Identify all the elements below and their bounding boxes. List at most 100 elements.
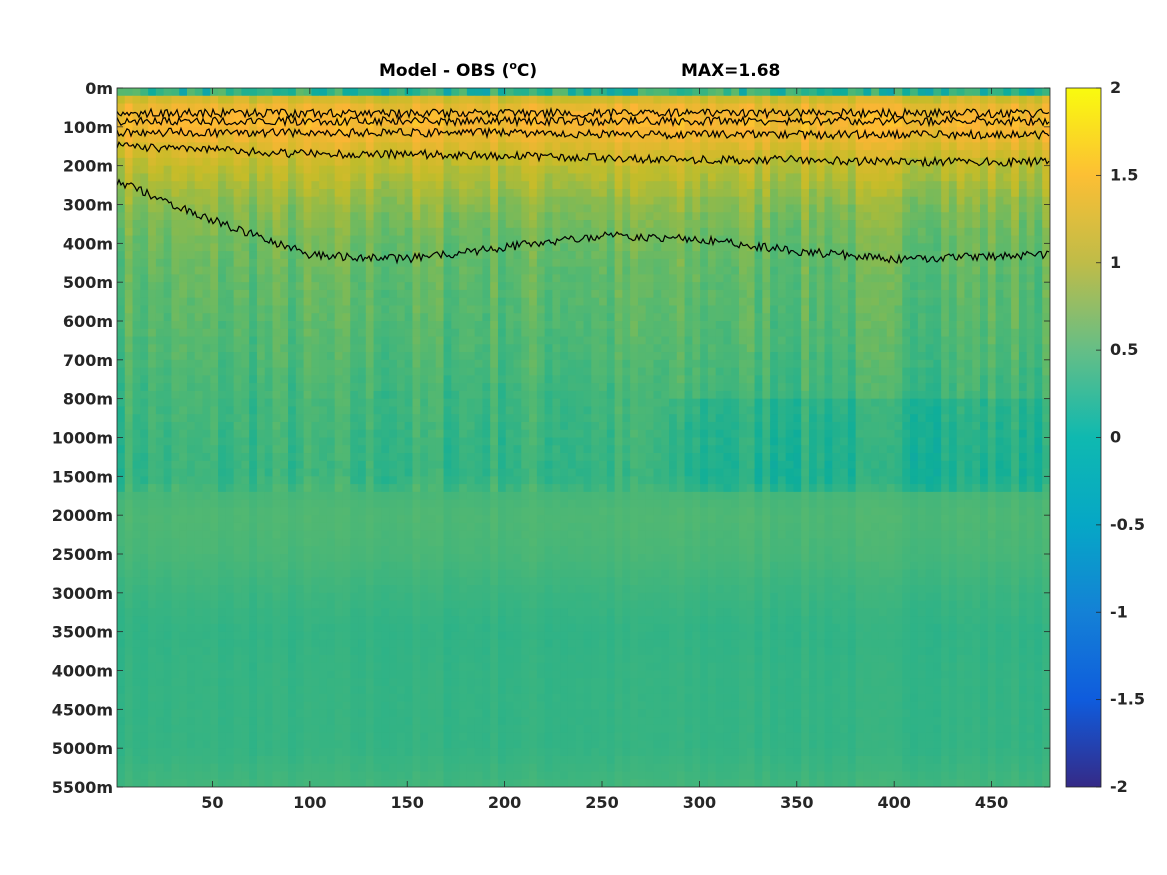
heatmap-cell (630, 352, 639, 361)
heatmap-cell (319, 321, 328, 330)
heatmap-cell (420, 196, 429, 206)
heatmap-cell (319, 359, 328, 369)
heatmap-cell (404, 321, 414, 330)
heatmap-cell (731, 383, 740, 392)
heatmap-cell (241, 157, 250, 167)
heatmap-cell (707, 227, 717, 237)
heatmap-cell (428, 406, 437, 415)
heatmap-cell (117, 235, 126, 244)
heatmap-cell (342, 406, 351, 415)
heatmap-cell (225, 126, 235, 136)
heatmap-cell (256, 103, 266, 112)
heatmap-cell (381, 95, 390, 105)
heatmap-cell (435, 297, 445, 307)
heatmap-cell (350, 274, 359, 283)
heatmap-cell (1018, 220, 1028, 229)
heatmap-cell (544, 375, 554, 384)
heatmap-cell (793, 336, 802, 345)
heatmap-cell (917, 328, 927, 338)
heatmap-cell (319, 336, 328, 345)
heatmap-cell (785, 126, 795, 136)
heatmap-cell (155, 150, 165, 159)
heatmap-cell (140, 390, 149, 400)
heatmap-cell (676, 305, 686, 314)
heatmap-cell (840, 344, 849, 353)
heatmap-cell (1011, 352, 1020, 361)
heatmap-cell (777, 220, 787, 229)
heatmap-cell (482, 165, 491, 175)
heatmap-cell (793, 375, 802, 384)
heatmap-cell (1018, 344, 1028, 353)
heatmap-cell (1034, 212, 1043, 221)
heatmap-cell (420, 134, 429, 143)
heatmap-cell (482, 212, 491, 221)
heatmap-cell (459, 328, 468, 338)
heatmap-cell (972, 157, 981, 167)
heatmap-cell (762, 375, 771, 384)
heatmap-cell (272, 165, 281, 175)
heatmap-cell (225, 88, 235, 97)
heatmap-cell (482, 181, 491, 190)
heatmap-cell (964, 173, 973, 182)
heatmap-cell (941, 359, 950, 369)
heatmap-cell (303, 196, 312, 206)
heatmap-cell (739, 258, 748, 268)
heatmap-cell (412, 165, 421, 175)
heatmap-cell (1034, 243, 1043, 252)
heatmap-cell (770, 383, 779, 392)
heatmap-cell (731, 165, 740, 175)
heatmap-cell (249, 173, 258, 182)
heatmap-cell (614, 150, 623, 159)
heatmap-cell (140, 336, 149, 345)
heatmap-cell (1003, 165, 1012, 175)
heatmap-cell (1003, 212, 1012, 221)
heatmap-cell (925, 204, 934, 213)
heatmap-cell (583, 142, 592, 151)
heatmap-cell (482, 220, 491, 229)
heatmap-cell (801, 235, 810, 244)
heatmap-cell (871, 367, 880, 376)
heatmap-cell (948, 142, 958, 151)
heatmap-cell (731, 359, 740, 369)
heatmap-cell (816, 251, 826, 260)
heatmap-cell (591, 142, 600, 151)
heatmap-cell (163, 88, 173, 97)
heatmap-cell (319, 313, 328, 322)
heatmap-cell (536, 274, 546, 283)
heatmap-cell (365, 375, 375, 384)
heatmap-cell (171, 227, 180, 237)
heatmap-cell (513, 328, 522, 338)
heatmap-cell (241, 227, 250, 237)
heatmap-cell (474, 111, 484, 120)
heatmap-cell (1003, 220, 1012, 229)
heatmap-cell (505, 367, 515, 376)
heatmap-cell (560, 150, 569, 159)
heatmap-cell (630, 165, 639, 175)
heatmap-cell (871, 220, 880, 229)
heatmap-cell (202, 150, 211, 159)
heatmap-cell (964, 157, 973, 167)
heatmap-cell (847, 289, 857, 299)
heatmap-cell (894, 258, 903, 268)
heatmap-cell (1003, 336, 1012, 345)
heatmap-cell (832, 352, 841, 361)
heatmap-cell (420, 390, 429, 400)
heatmap-cell (505, 142, 515, 151)
heatmap-cell (762, 274, 771, 283)
heatmap-cell (295, 150, 305, 159)
heatmap-cell (288, 390, 297, 400)
heatmap-cell (684, 398, 693, 408)
heatmap-cell (272, 274, 281, 283)
heatmap-cell (972, 390, 981, 400)
heatmap-cell (863, 328, 872, 338)
heatmap-cell (311, 359, 320, 369)
heatmap-cell (560, 181, 569, 190)
heatmap-cell (894, 196, 903, 206)
heatmap-cell (132, 336, 141, 345)
heatmap-cell (326, 196, 336, 206)
heatmap-cell (552, 150, 561, 159)
heatmap-cell (264, 165, 274, 175)
heatmap-cell (264, 406, 274, 415)
heatmap-cell (513, 375, 522, 384)
heatmap-cell (1026, 88, 1036, 97)
